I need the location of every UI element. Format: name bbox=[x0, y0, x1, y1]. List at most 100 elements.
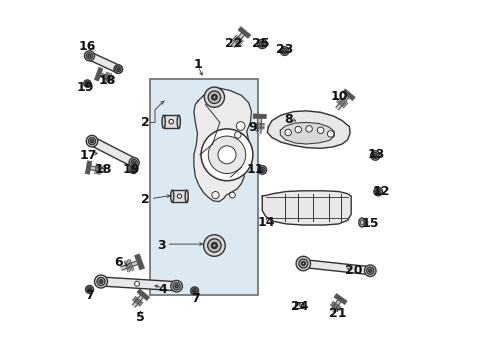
Circle shape bbox=[375, 189, 381, 194]
Polygon shape bbox=[262, 191, 351, 225]
Circle shape bbox=[283, 50, 286, 52]
Circle shape bbox=[280, 47, 289, 55]
Circle shape bbox=[130, 158, 139, 167]
Polygon shape bbox=[280, 122, 334, 144]
Text: 14: 14 bbox=[257, 216, 274, 229]
Text: 4: 4 bbox=[159, 283, 167, 296]
Circle shape bbox=[374, 187, 383, 196]
Text: 22: 22 bbox=[225, 37, 242, 50]
Text: 16: 16 bbox=[78, 40, 96, 53]
Text: 19: 19 bbox=[122, 163, 140, 176]
Circle shape bbox=[114, 65, 122, 73]
Circle shape bbox=[367, 267, 374, 275]
Circle shape bbox=[100, 281, 102, 282]
Circle shape bbox=[133, 162, 135, 163]
Circle shape bbox=[258, 166, 267, 174]
Polygon shape bbox=[238, 27, 251, 38]
Circle shape bbox=[89, 55, 90, 57]
Circle shape bbox=[133, 161, 136, 164]
Circle shape bbox=[212, 192, 219, 199]
Circle shape bbox=[261, 42, 264, 45]
Text: 12: 12 bbox=[372, 185, 390, 198]
Circle shape bbox=[129, 158, 139, 168]
Circle shape bbox=[301, 261, 305, 266]
Circle shape bbox=[173, 283, 180, 290]
Polygon shape bbox=[101, 277, 177, 291]
Text: 5: 5 bbox=[136, 311, 145, 324]
Circle shape bbox=[208, 239, 221, 252]
Circle shape bbox=[90, 140, 94, 143]
Polygon shape bbox=[172, 190, 187, 202]
Circle shape bbox=[130, 166, 137, 174]
Circle shape bbox=[282, 49, 287, 54]
Circle shape bbox=[84, 80, 91, 87]
Text: 3: 3 bbox=[157, 239, 166, 252]
Circle shape bbox=[218, 146, 236, 164]
Ellipse shape bbox=[171, 190, 174, 202]
Circle shape bbox=[306, 126, 312, 132]
Circle shape bbox=[88, 54, 91, 57]
Circle shape bbox=[95, 275, 107, 288]
Circle shape bbox=[116, 67, 121, 72]
Polygon shape bbox=[268, 111, 350, 148]
Text: 18: 18 bbox=[99, 75, 116, 87]
Circle shape bbox=[211, 243, 218, 248]
Circle shape bbox=[374, 154, 377, 157]
Circle shape bbox=[213, 96, 216, 98]
Polygon shape bbox=[164, 115, 179, 128]
Circle shape bbox=[296, 256, 311, 271]
Text: 8: 8 bbox=[284, 113, 293, 126]
Circle shape bbox=[299, 259, 308, 268]
Circle shape bbox=[132, 169, 134, 171]
Circle shape bbox=[295, 126, 301, 133]
Circle shape bbox=[86, 135, 98, 147]
Circle shape bbox=[368, 269, 372, 272]
Circle shape bbox=[114, 65, 122, 73]
Circle shape bbox=[86, 82, 88, 85]
Circle shape bbox=[367, 267, 374, 274]
Text: 20: 20 bbox=[345, 264, 363, 277]
Ellipse shape bbox=[185, 190, 188, 202]
Circle shape bbox=[171, 280, 182, 292]
Circle shape bbox=[87, 287, 92, 292]
Circle shape bbox=[302, 263, 304, 264]
Circle shape bbox=[191, 287, 198, 295]
Polygon shape bbox=[88, 52, 120, 73]
Circle shape bbox=[236, 122, 245, 130]
Circle shape bbox=[99, 280, 103, 283]
Circle shape bbox=[177, 194, 182, 198]
Polygon shape bbox=[95, 67, 103, 81]
Text: 21: 21 bbox=[329, 307, 346, 320]
Circle shape bbox=[229, 192, 235, 198]
Circle shape bbox=[261, 169, 264, 171]
Text: 1: 1 bbox=[194, 58, 202, 71]
Circle shape bbox=[169, 120, 173, 124]
Circle shape bbox=[201, 129, 253, 181]
Text: 9: 9 bbox=[248, 121, 256, 134]
Circle shape bbox=[86, 53, 93, 59]
Circle shape bbox=[235, 132, 241, 138]
Circle shape bbox=[85, 81, 90, 86]
Text: 10: 10 bbox=[331, 90, 348, 103]
Circle shape bbox=[365, 265, 376, 276]
Circle shape bbox=[86, 285, 94, 293]
Circle shape bbox=[208, 91, 220, 103]
Circle shape bbox=[213, 244, 216, 247]
Circle shape bbox=[131, 168, 136, 172]
Circle shape bbox=[318, 127, 324, 134]
Circle shape bbox=[88, 288, 91, 291]
Circle shape bbox=[175, 285, 178, 288]
Circle shape bbox=[260, 167, 265, 172]
Polygon shape bbox=[194, 88, 251, 202]
Text: 24: 24 bbox=[291, 300, 309, 313]
Circle shape bbox=[212, 94, 217, 100]
Circle shape bbox=[327, 131, 334, 137]
Circle shape bbox=[378, 191, 379, 192]
Text: 19: 19 bbox=[76, 81, 94, 94]
Circle shape bbox=[88, 136, 97, 145]
Bar bbox=[149, 79, 258, 295]
Polygon shape bbox=[135, 254, 145, 270]
Circle shape bbox=[258, 39, 267, 49]
Text: 7: 7 bbox=[85, 289, 94, 302]
Circle shape bbox=[176, 285, 177, 287]
